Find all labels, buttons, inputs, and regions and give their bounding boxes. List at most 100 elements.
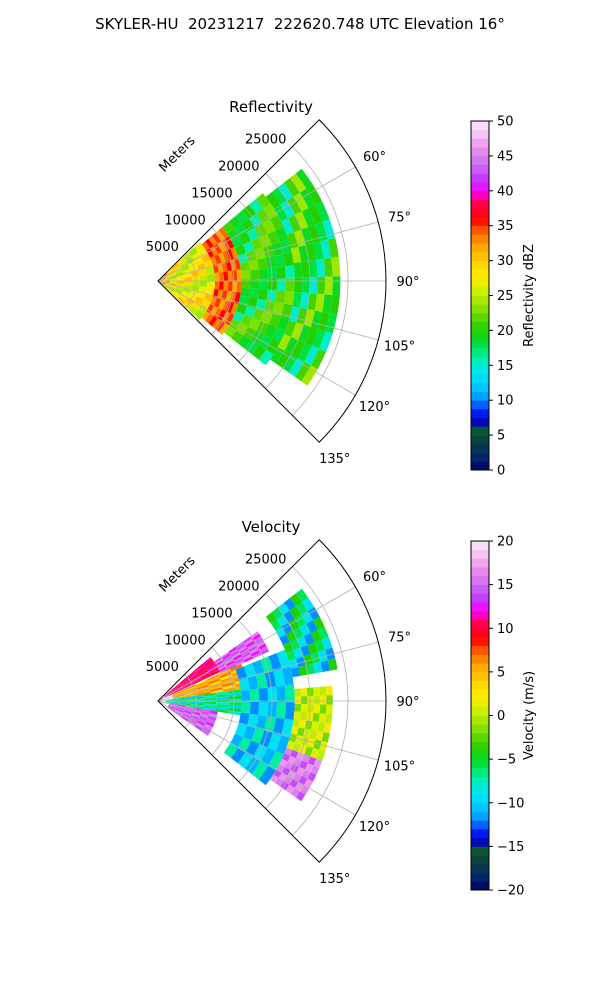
data-cell — [208, 315, 218, 327]
data-cell — [290, 726, 299, 736]
data-cell — [183, 710, 193, 715]
data-cell — [273, 668, 285, 687]
data-cell — [277, 334, 292, 351]
data-cell — [271, 187, 288, 205]
data-cell — [324, 276, 333, 295]
data-cell — [277, 182, 294, 201]
data-cell — [249, 688, 260, 702]
data-cell — [308, 259, 318, 278]
data-cell — [168, 285, 176, 291]
data-cell — [294, 782, 304, 792]
colorbar-tick-label: 30 — [497, 254, 514, 269]
data-cell — [235, 210, 249, 224]
colorbar-segment — [471, 759, 489, 769]
colorbar-segment — [471, 575, 489, 586]
data-cell — [320, 660, 331, 672]
data-cell — [171, 683, 180, 691]
colorbar-tick-label: 10 — [497, 394, 514, 409]
data-cell — [318, 713, 326, 723]
data-cell — [197, 691, 211, 696]
data-cell — [182, 713, 191, 719]
data-cell — [243, 656, 253, 663]
data-cell — [214, 658, 224, 665]
azimuth-tick-label: 135° — [319, 872, 350, 887]
data-cell — [307, 293, 318, 311]
data-cell — [306, 620, 318, 633]
colorbar-segment — [471, 234, 489, 244]
data-cell — [210, 687, 223, 692]
data-cell — [202, 707, 216, 712]
data-cell — [276, 685, 286, 703]
colorbar-segment — [471, 251, 489, 261]
data-cell — [240, 314, 253, 327]
figure-title: SKYLER-HU 20231217 222620.748 UTC Elevat… — [95, 15, 505, 33]
grid-spoke — [157, 586, 356, 702]
data-cell — [200, 674, 211, 681]
data-cell — [294, 703, 302, 712]
data-cell — [190, 702, 204, 706]
data-cell — [300, 704, 308, 713]
data-cell — [215, 706, 229, 711]
data-cell — [294, 614, 307, 628]
data-cell — [167, 279, 170, 281]
data-cell — [190, 701, 204, 704]
data-cell — [172, 696, 186, 699]
data-cell — [178, 701, 191, 703]
data-cell — [184, 687, 197, 693]
data-cell — [310, 748, 320, 759]
data-cell — [222, 250, 230, 262]
data-cell — [268, 313, 282, 328]
colorbar-tick-label: 45 — [497, 149, 514, 164]
data-cell — [228, 646, 238, 654]
data-cell — [284, 684, 295, 703]
colorbar-segment — [471, 785, 489, 795]
colorbar-segment — [471, 443, 489, 453]
data-cell — [164, 690, 173, 697]
data-cell — [171, 292, 180, 300]
data-cell — [234, 292, 241, 305]
data-cell — [258, 646, 268, 653]
data-cell — [259, 648, 270, 656]
data-cell — [177, 703, 191, 707]
radial-tick-label: 15000 — [191, 606, 232, 621]
data-cell — [312, 712, 320, 723]
data-cell — [235, 666, 248, 681]
colorbar-segment — [471, 820, 489, 830]
data-cell — [191, 252, 202, 261]
data-cell — [283, 178, 300, 197]
colorbar-tick-label: 5 — [497, 429, 505, 444]
data-cell — [216, 702, 229, 706]
data-cell — [180, 715, 189, 722]
data-cell — [163, 274, 166, 277]
data-cell — [223, 281, 229, 291]
data-cell — [281, 753, 291, 762]
data-cell — [187, 670, 196, 678]
data-cell — [249, 269, 260, 280]
data-cell — [270, 774, 279, 784]
data-cell — [190, 696, 204, 699]
data-cell — [247, 713, 259, 729]
polar-chart-velocity: Velocity 60° 75° 90° 105° 120° 135° 5000 10000 15… — [146, 518, 537, 899]
colorbar-segment — [471, 811, 489, 821]
colorbar-tick-label: 40 — [497, 184, 514, 199]
data-cell — [293, 711, 301, 720]
data-cell — [225, 313, 235, 326]
data-cell — [194, 242, 205, 253]
data-cell — [204, 723, 213, 731]
radial-tick-label: 25000 — [245, 133, 286, 148]
data-cell — [206, 674, 220, 682]
data-cell — [178, 702, 191, 706]
data-cell — [285, 784, 295, 794]
colorbar-segment — [471, 724, 489, 734]
data-cell — [218, 281, 224, 291]
data-cell — [165, 701, 179, 704]
data-cell — [284, 747, 293, 756]
data-cell — [243, 326, 257, 341]
data-cell — [298, 245, 309, 262]
data-cell — [301, 754, 311, 764]
data-cell — [188, 247, 199, 257]
data-cell — [284, 320, 297, 338]
data-cell — [178, 696, 191, 699]
data-cell — [295, 588, 309, 602]
data-cell — [313, 241, 324, 260]
